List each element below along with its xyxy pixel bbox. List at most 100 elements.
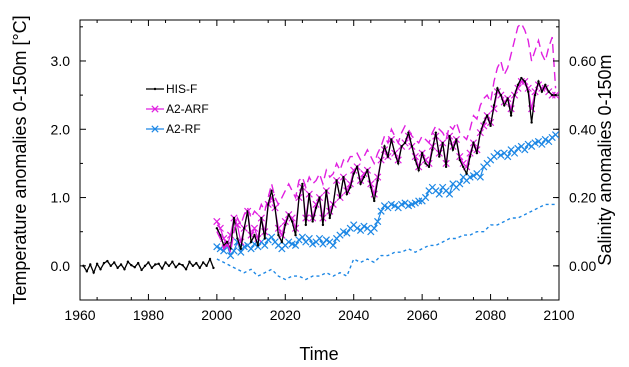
series-marker <box>273 206 277 210</box>
series-marker <box>267 233 276 241</box>
series-marker <box>417 169 420 172</box>
legend-marker <box>153 87 157 91</box>
series-marker <box>318 196 321 199</box>
y-tick-label: 0.0 <box>51 258 71 274</box>
series-marker <box>510 149 519 157</box>
series-line <box>216 22 557 253</box>
series-marker <box>294 233 297 237</box>
series-marker <box>524 140 532 148</box>
series-marker <box>492 104 496 107</box>
series-marker <box>225 240 229 244</box>
series-marker <box>184 268 188 271</box>
series-marker <box>451 148 455 151</box>
series-marker <box>445 190 454 198</box>
series-marker <box>280 240 284 244</box>
series-marker <box>353 224 361 232</box>
series-marker <box>198 266 201 270</box>
series-marker <box>106 259 109 263</box>
legend: HIS-F A2-ARF A2-RF <box>146 82 209 136</box>
series-marker <box>468 155 472 158</box>
series-marker <box>237 248 245 256</box>
series-marker <box>154 263 157 266</box>
series-marker <box>164 261 167 264</box>
series-marker <box>191 264 195 268</box>
series-marker <box>250 224 259 232</box>
series-marker <box>201 261 205 264</box>
series-marker <box>456 180 464 188</box>
series-marker <box>551 131 559 139</box>
series-marker <box>249 240 253 244</box>
series-marker <box>403 141 407 145</box>
series-marker <box>448 134 451 138</box>
series-marker <box>130 263 133 267</box>
series-marker <box>544 83 547 87</box>
series-marker <box>506 97 509 100</box>
series-marker <box>537 80 540 83</box>
series-marker <box>136 261 140 265</box>
series-marker <box>113 261 116 264</box>
series-marker <box>92 271 95 274</box>
series-marker <box>509 114 513 117</box>
series-line <box>216 203 556 281</box>
x-axis-ticks: 1960 1980 2000 2020 2040 2060 2080 2100 <box>64 20 575 323</box>
x-tick-label: 2020 <box>270 307 301 323</box>
series-marker <box>85 270 89 273</box>
series-marker <box>89 263 92 266</box>
series-marker <box>171 260 174 263</box>
series-marker <box>99 268 102 271</box>
y-tick-label: 1.0 <box>51 190 71 206</box>
x-tick-label: 2040 <box>338 307 369 323</box>
series-marker <box>143 264 147 268</box>
legend-label: A2-RF <box>166 122 201 136</box>
series-marker <box>291 241 300 249</box>
y2-tick-label: 0.60 <box>569 53 596 69</box>
series-marker <box>482 121 485 124</box>
series-marker <box>266 203 270 206</box>
series-marker <box>379 158 383 162</box>
series-marker <box>213 243 221 251</box>
series-marker <box>431 148 434 151</box>
series-marker <box>462 165 465 169</box>
y-axis-left-title: Temperature anomalies 0-150m [°C] <box>10 15 30 304</box>
series-marker <box>150 266 154 270</box>
series-marker <box>220 247 228 255</box>
series-a2-rf-left-solid <box>213 131 559 260</box>
series-marker <box>550 93 554 97</box>
series-marker <box>472 141 475 145</box>
series-marker <box>533 93 537 97</box>
series-a2-rf-right-dotted <box>216 203 556 281</box>
series-marker <box>109 264 112 268</box>
series-marker <box>465 172 468 175</box>
series-marker <box>236 237 239 240</box>
series-marker <box>496 87 499 90</box>
series-a2-arf-right-dashed <box>216 22 557 253</box>
x-axis-title: Time <box>299 344 338 364</box>
series-marker <box>396 162 400 165</box>
series-a2-arf-left-solid <box>213 77 559 249</box>
series-marker <box>321 223 325 227</box>
series-marker <box>362 175 366 179</box>
series-marker <box>311 220 314 223</box>
series-marker <box>434 131 438 134</box>
series-marker <box>554 93 557 97</box>
series-his-f-left-solid-dot <box>82 257 215 275</box>
y2-tick-label: 0.20 <box>569 190 596 206</box>
series-marker <box>380 202 389 210</box>
series-marker <box>151 125 159 133</box>
series-marker <box>373 199 376 203</box>
series-marker <box>377 207 385 215</box>
series-marker <box>541 135 549 144</box>
x-tick-label: 2000 <box>201 307 232 323</box>
legend-label: A2-ARF <box>166 102 209 116</box>
series-marker <box>355 165 359 169</box>
series-marker <box>322 236 330 244</box>
series-marker <box>547 90 550 93</box>
series-his-f-left-solid-dot <box>215 76 557 252</box>
series-marker <box>254 243 262 251</box>
series-marker <box>230 247 238 255</box>
series-marker <box>366 169 369 172</box>
series-marker <box>367 180 375 188</box>
series-marker <box>376 179 379 182</box>
series-marker <box>261 241 269 249</box>
series-marker <box>441 141 444 145</box>
